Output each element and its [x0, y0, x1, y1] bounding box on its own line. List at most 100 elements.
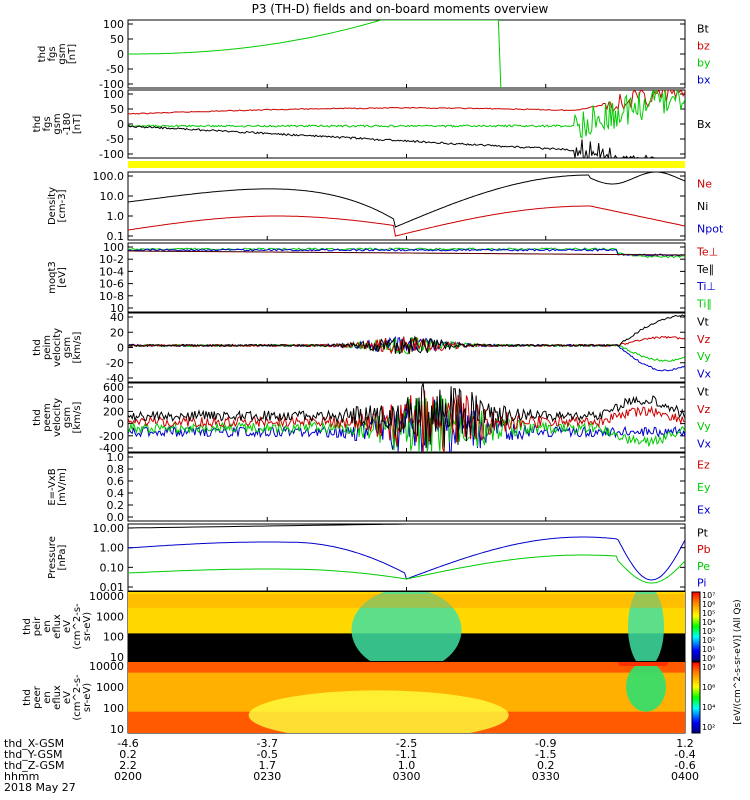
y-tick-label: -20 [106, 357, 124, 370]
flag-bar [128, 161, 685, 168]
y-tick-label: 100 [103, 241, 124, 254]
legend-label: Ni [697, 200, 708, 213]
y-axis-label-line: gsm [52, 113, 63, 134]
y-tick-label: 1.0 [107, 210, 125, 223]
legend-label: Vt [697, 386, 710, 399]
colorbar-tick: 10⁵ [702, 609, 715, 618]
y-tick-label: 10000 [89, 660, 124, 673]
y-axis-label-line: sr-eV) [82, 612, 93, 641]
colorbar-bottom [691, 661, 701, 734]
y-tick-label: 100 [103, 702, 124, 715]
series-by [128, 20, 502, 88]
x-axis-value: 0300 [393, 770, 421, 783]
y-tick-label: 200 [103, 405, 124, 418]
y-tick-label: 0 [117, 418, 124, 431]
panel-data [128, 524, 685, 584]
legend-label: Vz [697, 403, 711, 416]
y-axis-label-line: thd [37, 46, 48, 63]
colorbar-tick: 10¹ [702, 645, 715, 654]
colorbar-tick: 10⁷ [702, 591, 715, 600]
legend-label: Vy [697, 350, 711, 363]
y-axis-label-line: peer [32, 685, 43, 709]
colorbar-tick: 10⁸ [702, 663, 715, 672]
x-axis-value: -0.4 [674, 748, 695, 761]
panel-data [128, 383, 685, 452]
x-axis-value: 0400 [671, 770, 699, 783]
y-axis-label-line: velocity [52, 398, 63, 437]
y-axis-label-line: [mV/m] [57, 468, 68, 506]
panel-frame [127, 19, 686, 89]
y-tick-label: 0.8 [107, 463, 125, 476]
legend-label: Ez [697, 458, 710, 471]
legend-label: bz [697, 40, 710, 53]
y-axis-label-line: sr-eV) [82, 683, 93, 712]
legend-label: Npot [697, 223, 724, 236]
series-pi [128, 536, 685, 581]
y-axis-label-line: en [42, 620, 53, 633]
y-axis-label-line: [nPa] [57, 544, 68, 570]
legend-label: Vx [697, 437, 712, 450]
x-axis-value: -2.5 [396, 737, 417, 750]
y-tick-label: -40 [106, 372, 124, 385]
legend-label: Vt [697, 316, 710, 329]
y-tick-label: 0 [117, 48, 124, 61]
y-tick-label: -50 [106, 133, 124, 146]
panel-5: 40 20 0 -20 -40 thd peim velocity gsm [km/s] Vt Vz V… [32, 311, 712, 385]
panel-2: 100 50 0 -50 -100 thd fgs gsm -180 [nT] Bx [32, 88, 712, 161]
series-bz [128, 90, 685, 115]
series-by [128, 90, 685, 139]
y-tick-label: -400 [99, 442, 124, 455]
series-v3 [128, 314, 685, 355]
y-tick-label: 1.00 [100, 542, 125, 555]
colorbar-tick: 10³ [702, 627, 715, 636]
series-v0 [128, 399, 685, 452]
heatmap-cyan [351, 592, 462, 661]
y-tick-label: -200 [99, 430, 124, 443]
y-tick-label: 0 [117, 342, 124, 355]
y-axis-label-line: moqt3 [47, 261, 58, 294]
y-tick-label: -100 [99, 78, 124, 91]
y-axis-label-line: thd [32, 116, 43, 133]
panel-frame [127, 452, 686, 522]
x-axis-value: -4.6 [117, 737, 138, 750]
colorbar-tick: 10⁶ [702, 600, 715, 609]
legend-label: Ti∥ [696, 297, 712, 310]
x-axis-value: 0330 [532, 770, 560, 783]
colorbar-tick: 10⁴ [702, 703, 715, 712]
panel-8: 10.00 1.00 0.10 0.01 Pressure [nPa] Pt Pb Pe Pi [47, 522, 711, 594]
panel-data [128, 20, 502, 88]
legend-label: Ex [697, 504, 711, 517]
y-tick-label: 100 [103, 18, 124, 31]
x-axis-value: 1.0 [398, 759, 416, 772]
legend-label: Te⊥ [696, 246, 718, 259]
panel-7: 1.00.80.60.40.20.0 E=-VxB [mV/m] Ez Ey Ex [47, 451, 711, 524]
x-axis-value: 1.2 [676, 737, 694, 750]
y-axis-label-line: [nT] [72, 114, 83, 134]
y-axis-label-line: [nT] [67, 44, 78, 64]
x-axis-value: 0200 [114, 770, 142, 783]
panel-data [128, 90, 685, 158]
legend-label: Vz [697, 333, 711, 346]
y-axis-label-line: gsm [62, 407, 73, 428]
y-axis-label-line: peem [42, 403, 53, 431]
legend-label: Vy [697, 420, 711, 433]
series-v3 [128, 383, 685, 448]
series-ti-perp [128, 248, 685, 257]
panel-data [128, 247, 685, 259]
y-tick-label: 0.6 [107, 475, 125, 488]
legend-label: Pb [697, 543, 711, 556]
y-axis-label-line: [km/s] [72, 401, 83, 433]
date-label: 2018 May 27 [4, 781, 76, 794]
y-axis-label-line: [cm-3] [57, 189, 68, 222]
legend-label: Ne [697, 177, 712, 190]
panel-10: 10000 1000 100 10 thd peer en eflux eV (cm^2-s-sr… [22, 660, 686, 736]
y-axis-label-line: gsm [57, 43, 68, 64]
legend-label: bx [697, 74, 711, 87]
series-v2 [128, 390, 685, 452]
series-te-par [128, 250, 685, 256]
x-axis-value: 0230 [253, 770, 281, 783]
y-tick-label: 10-4 [99, 265, 124, 278]
y-tick-label: 20 [110, 326, 124, 339]
